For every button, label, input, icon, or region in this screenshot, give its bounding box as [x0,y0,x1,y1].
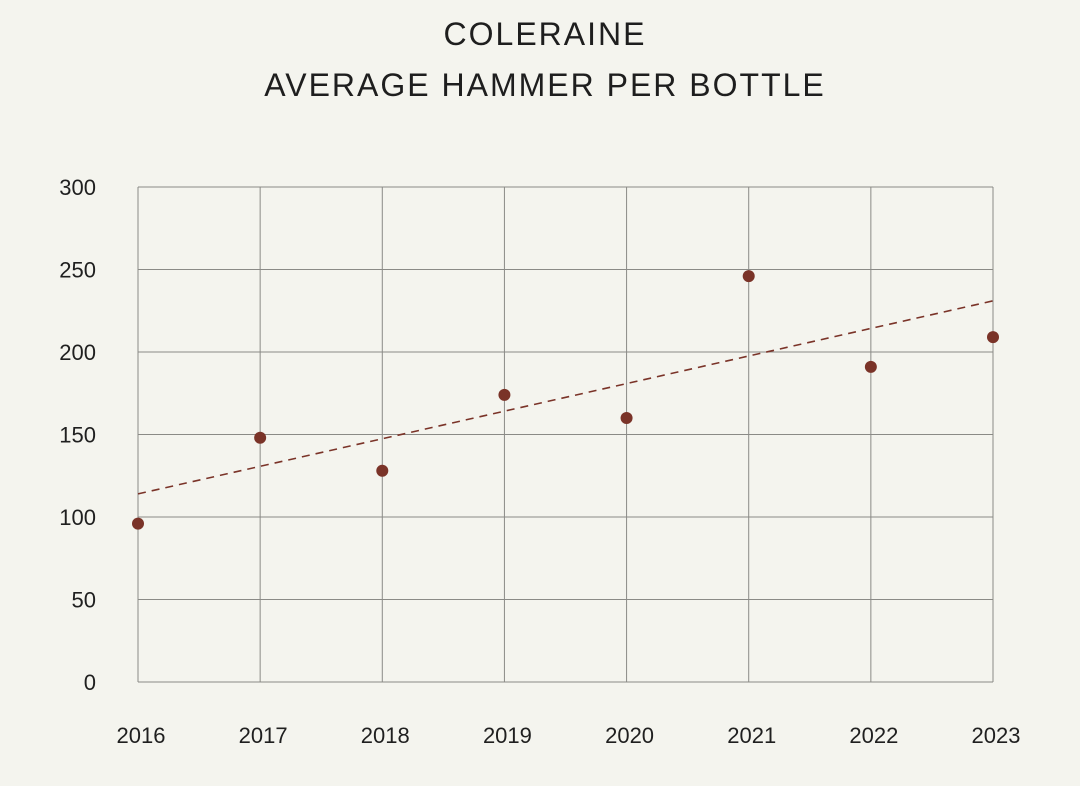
x-tick-label: 2018 [361,723,410,748]
data-point-2019 [498,388,511,401]
y-axis-labels: 0 50 100 150 200 250 300 [59,175,96,695]
data-point-2020 [620,412,633,424]
y-tick-label: 300 [59,175,96,200]
y-tick-label: 100 [59,505,96,530]
data-point-2018 [376,464,389,477]
data-point-2021 [742,270,755,283]
x-tick-label: 2020 [605,723,654,748]
x-tick-label: 2021 [727,723,776,748]
y-tick-label: 150 [59,423,96,448]
trendline-layer [137,300,994,495]
x-tick-label: 2019 [483,723,532,748]
chart-title: COLERAINE [443,16,647,52]
x-tick-label: 2016 [117,723,166,748]
data-points [132,270,999,530]
x-tick-label: 2023 [972,723,1021,748]
data-point-2017 [254,431,267,444]
data-point-2022 [864,360,877,373]
y-tick-label: 0 [84,670,96,695]
y-tick-label: 250 [59,258,96,283]
data-point-2023 [987,331,999,344]
trendline [137,300,994,495]
x-axis-labels: 2016 2017 2018 2019 2020 2021 2022 2023 [117,723,1021,748]
y-tick-label: 200 [59,340,96,365]
data-point-2016 [132,517,144,530]
grid-lines [137,186,994,683]
chart-subtitle: AVERAGE HAMMER PER BOTTLE [264,67,826,103]
x-tick-label: 2022 [849,723,898,748]
y-tick-label: 50 [72,588,96,613]
x-tick-label: 2017 [239,723,288,748]
